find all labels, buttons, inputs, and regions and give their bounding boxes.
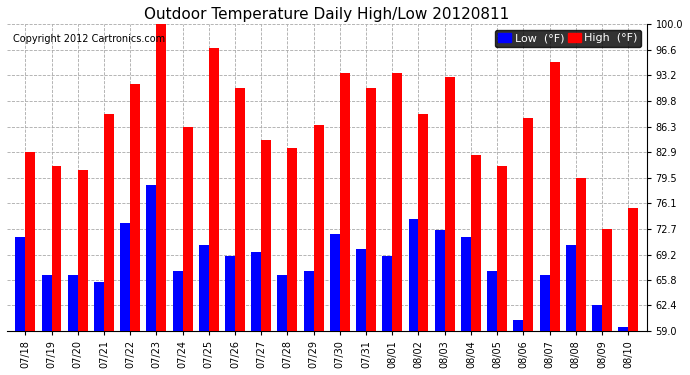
- Bar: [513, 320, 523, 331]
- Bar: [183, 127, 193, 331]
- Bar: [628, 208, 638, 331]
- Bar: [471, 155, 481, 331]
- Bar: [41, 275, 52, 331]
- Title: Outdoor Temperature Daily High/Low 20120811: Outdoor Temperature Daily High/Low 20120…: [144, 7, 509, 22]
- Bar: [314, 125, 324, 331]
- Bar: [288, 148, 297, 331]
- Bar: [444, 77, 455, 331]
- Bar: [497, 166, 507, 331]
- Bar: [209, 48, 219, 331]
- Bar: [304, 271, 314, 331]
- Bar: [26, 152, 35, 331]
- Text: Copyright 2012 Cartronics.com: Copyright 2012 Cartronics.com: [13, 34, 166, 44]
- Bar: [15, 237, 26, 331]
- Bar: [435, 230, 444, 331]
- Bar: [68, 275, 78, 331]
- Bar: [540, 275, 549, 331]
- Bar: [566, 245, 575, 331]
- Bar: [199, 245, 209, 331]
- Bar: [340, 73, 350, 331]
- Bar: [592, 305, 602, 331]
- Bar: [52, 166, 61, 331]
- Bar: [418, 114, 428, 331]
- Bar: [94, 282, 104, 331]
- Bar: [487, 271, 497, 331]
- Bar: [157, 24, 166, 331]
- Bar: [104, 114, 114, 331]
- Bar: [356, 249, 366, 331]
- Bar: [146, 185, 157, 331]
- Bar: [366, 88, 376, 331]
- Bar: [523, 118, 533, 331]
- Bar: [172, 271, 183, 331]
- Bar: [549, 62, 560, 331]
- Bar: [78, 170, 88, 331]
- Bar: [262, 140, 271, 331]
- Bar: [251, 252, 262, 331]
- Legend: Low  (°F), High  (°F): Low (°F), High (°F): [495, 30, 641, 47]
- Bar: [575, 178, 586, 331]
- Bar: [277, 275, 288, 331]
- Bar: [408, 219, 418, 331]
- Bar: [235, 88, 245, 331]
- Bar: [225, 256, 235, 331]
- Bar: [393, 73, 402, 331]
- Bar: [461, 237, 471, 331]
- Bar: [618, 327, 628, 331]
- Bar: [382, 256, 393, 331]
- Bar: [602, 228, 612, 331]
- Bar: [120, 222, 130, 331]
- Bar: [330, 234, 340, 331]
- Bar: [130, 84, 140, 331]
